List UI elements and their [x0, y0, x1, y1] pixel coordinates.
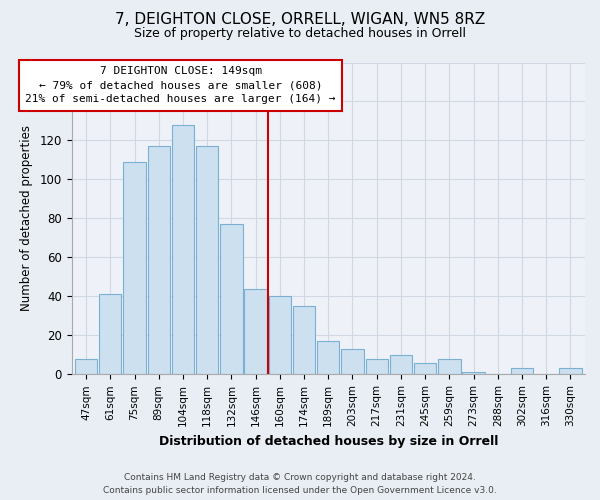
- Text: Size of property relative to detached houses in Orrell: Size of property relative to detached ho…: [134, 28, 466, 40]
- Bar: [511, 368, 533, 374]
- Y-axis label: Number of detached properties: Number of detached properties: [20, 126, 32, 312]
- Bar: [341, 349, 364, 374]
- Text: Contains HM Land Registry data © Crown copyright and database right 2024.
Contai: Contains HM Land Registry data © Crown c…: [103, 474, 497, 495]
- Bar: [269, 296, 291, 374]
- Bar: [244, 288, 267, 374]
- Bar: [365, 358, 388, 374]
- Text: 7 DEIGHTON CLOSE: 149sqm
← 79% of detached houses are smaller (608)
21% of semi-: 7 DEIGHTON CLOSE: 149sqm ← 79% of detach…: [25, 66, 336, 104]
- Bar: [172, 125, 194, 374]
- Bar: [438, 358, 461, 374]
- Bar: [463, 372, 485, 374]
- Bar: [559, 368, 581, 374]
- Bar: [414, 362, 436, 374]
- Text: 7, DEIGHTON CLOSE, ORRELL, WIGAN, WN5 8RZ: 7, DEIGHTON CLOSE, ORRELL, WIGAN, WN5 8R…: [115, 12, 485, 28]
- Bar: [293, 306, 315, 374]
- Bar: [75, 358, 97, 374]
- Bar: [220, 224, 242, 374]
- Bar: [196, 146, 218, 374]
- Bar: [99, 294, 121, 374]
- Bar: [390, 355, 412, 374]
- Bar: [317, 341, 340, 374]
- Bar: [148, 146, 170, 374]
- X-axis label: Distribution of detached houses by size in Orrell: Distribution of detached houses by size …: [158, 434, 498, 448]
- Bar: [124, 162, 146, 374]
